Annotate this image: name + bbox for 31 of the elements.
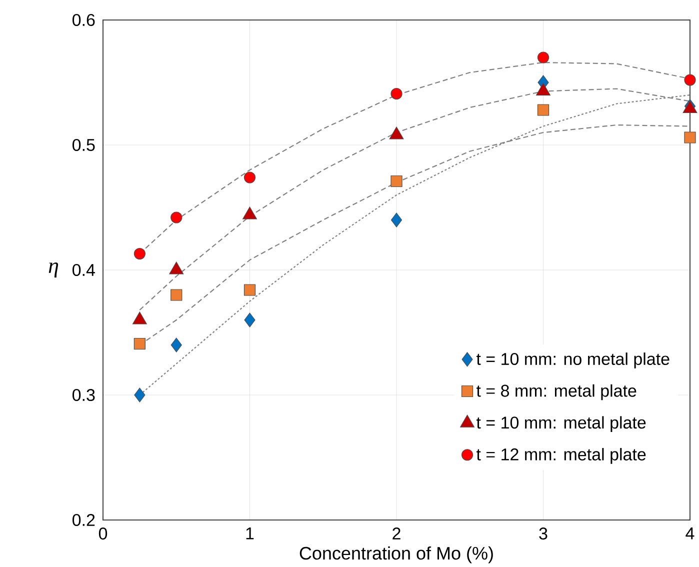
legend-label: t = 10 mm: no metal plate — [476, 352, 670, 369]
point — [390, 176, 402, 188]
point — [244, 312, 256, 328]
legend-label: t = 10 mm: metal plate — [476, 416, 646, 432]
x-tick-label: 0 — [98, 528, 108, 540]
x-tick-label: 3 — [539, 528, 548, 540]
point — [134, 388, 146, 403]
x-tick-label: 4 — [686, 528, 694, 540]
point — [390, 88, 402, 100]
point — [170, 338, 182, 353]
point — [134, 248, 146, 260]
point — [170, 289, 182, 302]
y-tick-label: 0.3 — [72, 389, 95, 402]
point — [537, 104, 550, 116]
point — [244, 284, 256, 296]
point — [684, 132, 696, 144]
y-tick-label: 0.2 — [72, 514, 95, 526]
legend-label: t = 8 mm: metal plate — [476, 384, 636, 400]
y-axis-title: η — [48, 262, 58, 278]
y-tick-label: 0.4 — [72, 264, 95, 276]
legend-label: t = 12 mm: metal plate — [476, 448, 646, 464]
x-tick-label: 2 — [392, 528, 400, 540]
point — [390, 212, 402, 228]
y-tick-label: 0.6 — [72, 14, 95, 26]
point — [244, 172, 256, 184]
point — [170, 212, 182, 224]
x-tick-label: 1 — [246, 528, 254, 540]
y-tick-label: 0.5 — [72, 139, 95, 152]
point — [134, 338, 146, 350]
x-axis-title: Concentration of Mo (%) — [300, 546, 493, 564]
point — [537, 52, 550, 64]
